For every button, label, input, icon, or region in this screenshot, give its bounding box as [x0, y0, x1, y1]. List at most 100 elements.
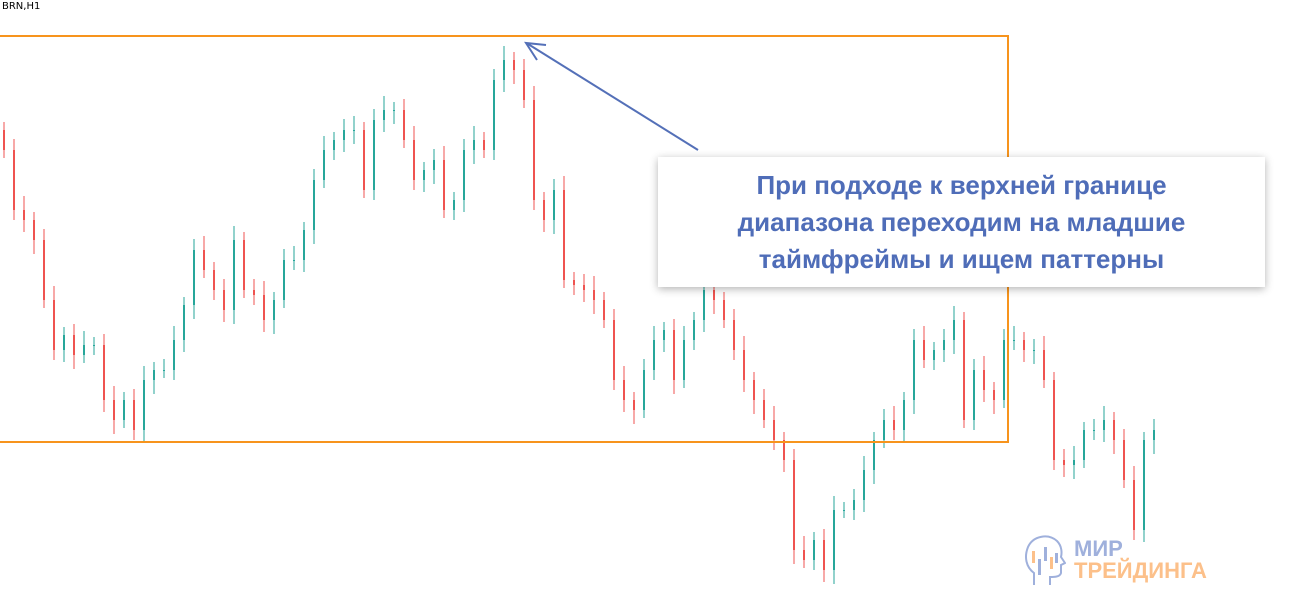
candle-body — [553, 190, 555, 220]
candle-body — [223, 290, 225, 310]
candle-body — [193, 250, 195, 305]
candle-body — [213, 270, 215, 290]
candle-body — [503, 60, 505, 80]
logo-line2: ТРЕЙДИНГА — [1074, 558, 1207, 583]
candle-body — [163, 370, 165, 371]
candle-body — [993, 390, 995, 400]
candle-body — [323, 150, 325, 180]
callout-line: При подходе к верхней границе — [756, 169, 1167, 200]
candle-body — [343, 130, 345, 140]
candle-body — [713, 290, 715, 300]
candle-body — [1093, 430, 1095, 431]
candle-body — [1123, 440, 1125, 480]
candle-body — [333, 140, 335, 150]
candle-body — [403, 110, 405, 140]
candle-body — [813, 540, 815, 560]
candle-body — [563, 190, 565, 280]
candle-body — [433, 160, 435, 170]
candle-body — [113, 400, 115, 420]
arrow-head — [524, 41, 547, 61]
candle-body — [73, 335, 75, 355]
candle-body — [913, 340, 915, 400]
candle-body — [43, 240, 45, 300]
candle-body — [283, 260, 285, 300]
candle-body — [263, 295, 265, 320]
candle-body — [613, 320, 615, 380]
candle-body — [953, 320, 955, 340]
candle-body — [653, 340, 655, 370]
candle-body — [1063, 460, 1065, 465]
candle-body — [463, 150, 465, 200]
candle-body — [533, 100, 535, 200]
arrow-line — [527, 43, 699, 151]
candle-body — [603, 300, 605, 320]
candle-body — [923, 340, 925, 360]
candle-body — [1143, 440, 1145, 530]
logo: МИР ТРЕЙДИНГА — [1024, 533, 1207, 587]
candle-body — [933, 350, 935, 360]
candle-body — [63, 335, 65, 350]
candle-body — [33, 220, 35, 240]
candle-body — [593, 290, 595, 300]
arrow — [524, 41, 699, 151]
candle-body — [843, 510, 845, 511]
candle-body — [723, 300, 725, 320]
candle-body — [783, 440, 785, 460]
candle-body — [123, 400, 125, 420]
candles — [3, 46, 1155, 584]
candle-body — [453, 200, 455, 210]
callout-line: таймфреймы и ищем паттерны — [758, 243, 1165, 274]
candle-body — [643, 370, 645, 410]
candle-body — [823, 540, 825, 570]
candle-body — [173, 340, 175, 370]
candle-body — [93, 345, 95, 346]
candle-body — [473, 140, 475, 150]
candle-body — [863, 470, 865, 500]
candle-body — [803, 550, 805, 560]
candle-body — [973, 370, 975, 420]
candle-body — [53, 300, 55, 350]
candle-body — [303, 230, 305, 260]
candle-body — [733, 320, 735, 350]
candle-body — [1133, 480, 1135, 530]
candle-body — [1023, 340, 1025, 350]
candle-body — [573, 280, 575, 285]
candle-body — [423, 170, 425, 180]
candle-body — [1103, 420, 1105, 430]
candle-body — [633, 400, 635, 410]
candle-body — [253, 290, 255, 295]
candle-body — [883, 420, 885, 440]
candle-body — [1113, 420, 1115, 440]
candle-body — [673, 330, 675, 380]
candle-body — [943, 340, 945, 350]
candle-body — [763, 400, 765, 420]
candle-body — [683, 340, 685, 380]
candle-body — [493, 80, 495, 150]
candle-body — [243, 240, 245, 290]
candle-body — [833, 510, 835, 570]
logo-text: МИР ТРЕЙДИНГА — [1074, 538, 1207, 582]
candle-body — [1073, 460, 1075, 465]
candle-body — [483, 140, 485, 150]
candle-body — [793, 460, 795, 550]
head-candles-icon — [1025, 535, 1066, 585]
candle-body — [83, 345, 85, 355]
candle-body — [983, 370, 985, 390]
candle-body — [513, 60, 515, 70]
callout-box: При подходе к верхней границе диапазона … — [658, 157, 1265, 287]
candle-body — [1003, 340, 1005, 400]
candle-body — [293, 260, 295, 261]
candle-body — [703, 290, 705, 320]
candle-body — [353, 130, 355, 131]
candle-body — [103, 345, 105, 400]
candle-body — [1053, 380, 1055, 460]
candle-body — [753, 380, 755, 400]
candle-body — [233, 240, 235, 310]
candle-body — [893, 420, 895, 430]
candle-body — [443, 160, 445, 210]
logo-line1: МИР — [1074, 536, 1123, 561]
candle-body — [413, 140, 415, 180]
candle-body — [13, 150, 15, 210]
callout-line: диапазона переходим на младшие — [737, 206, 1186, 237]
candle-body — [543, 200, 545, 220]
